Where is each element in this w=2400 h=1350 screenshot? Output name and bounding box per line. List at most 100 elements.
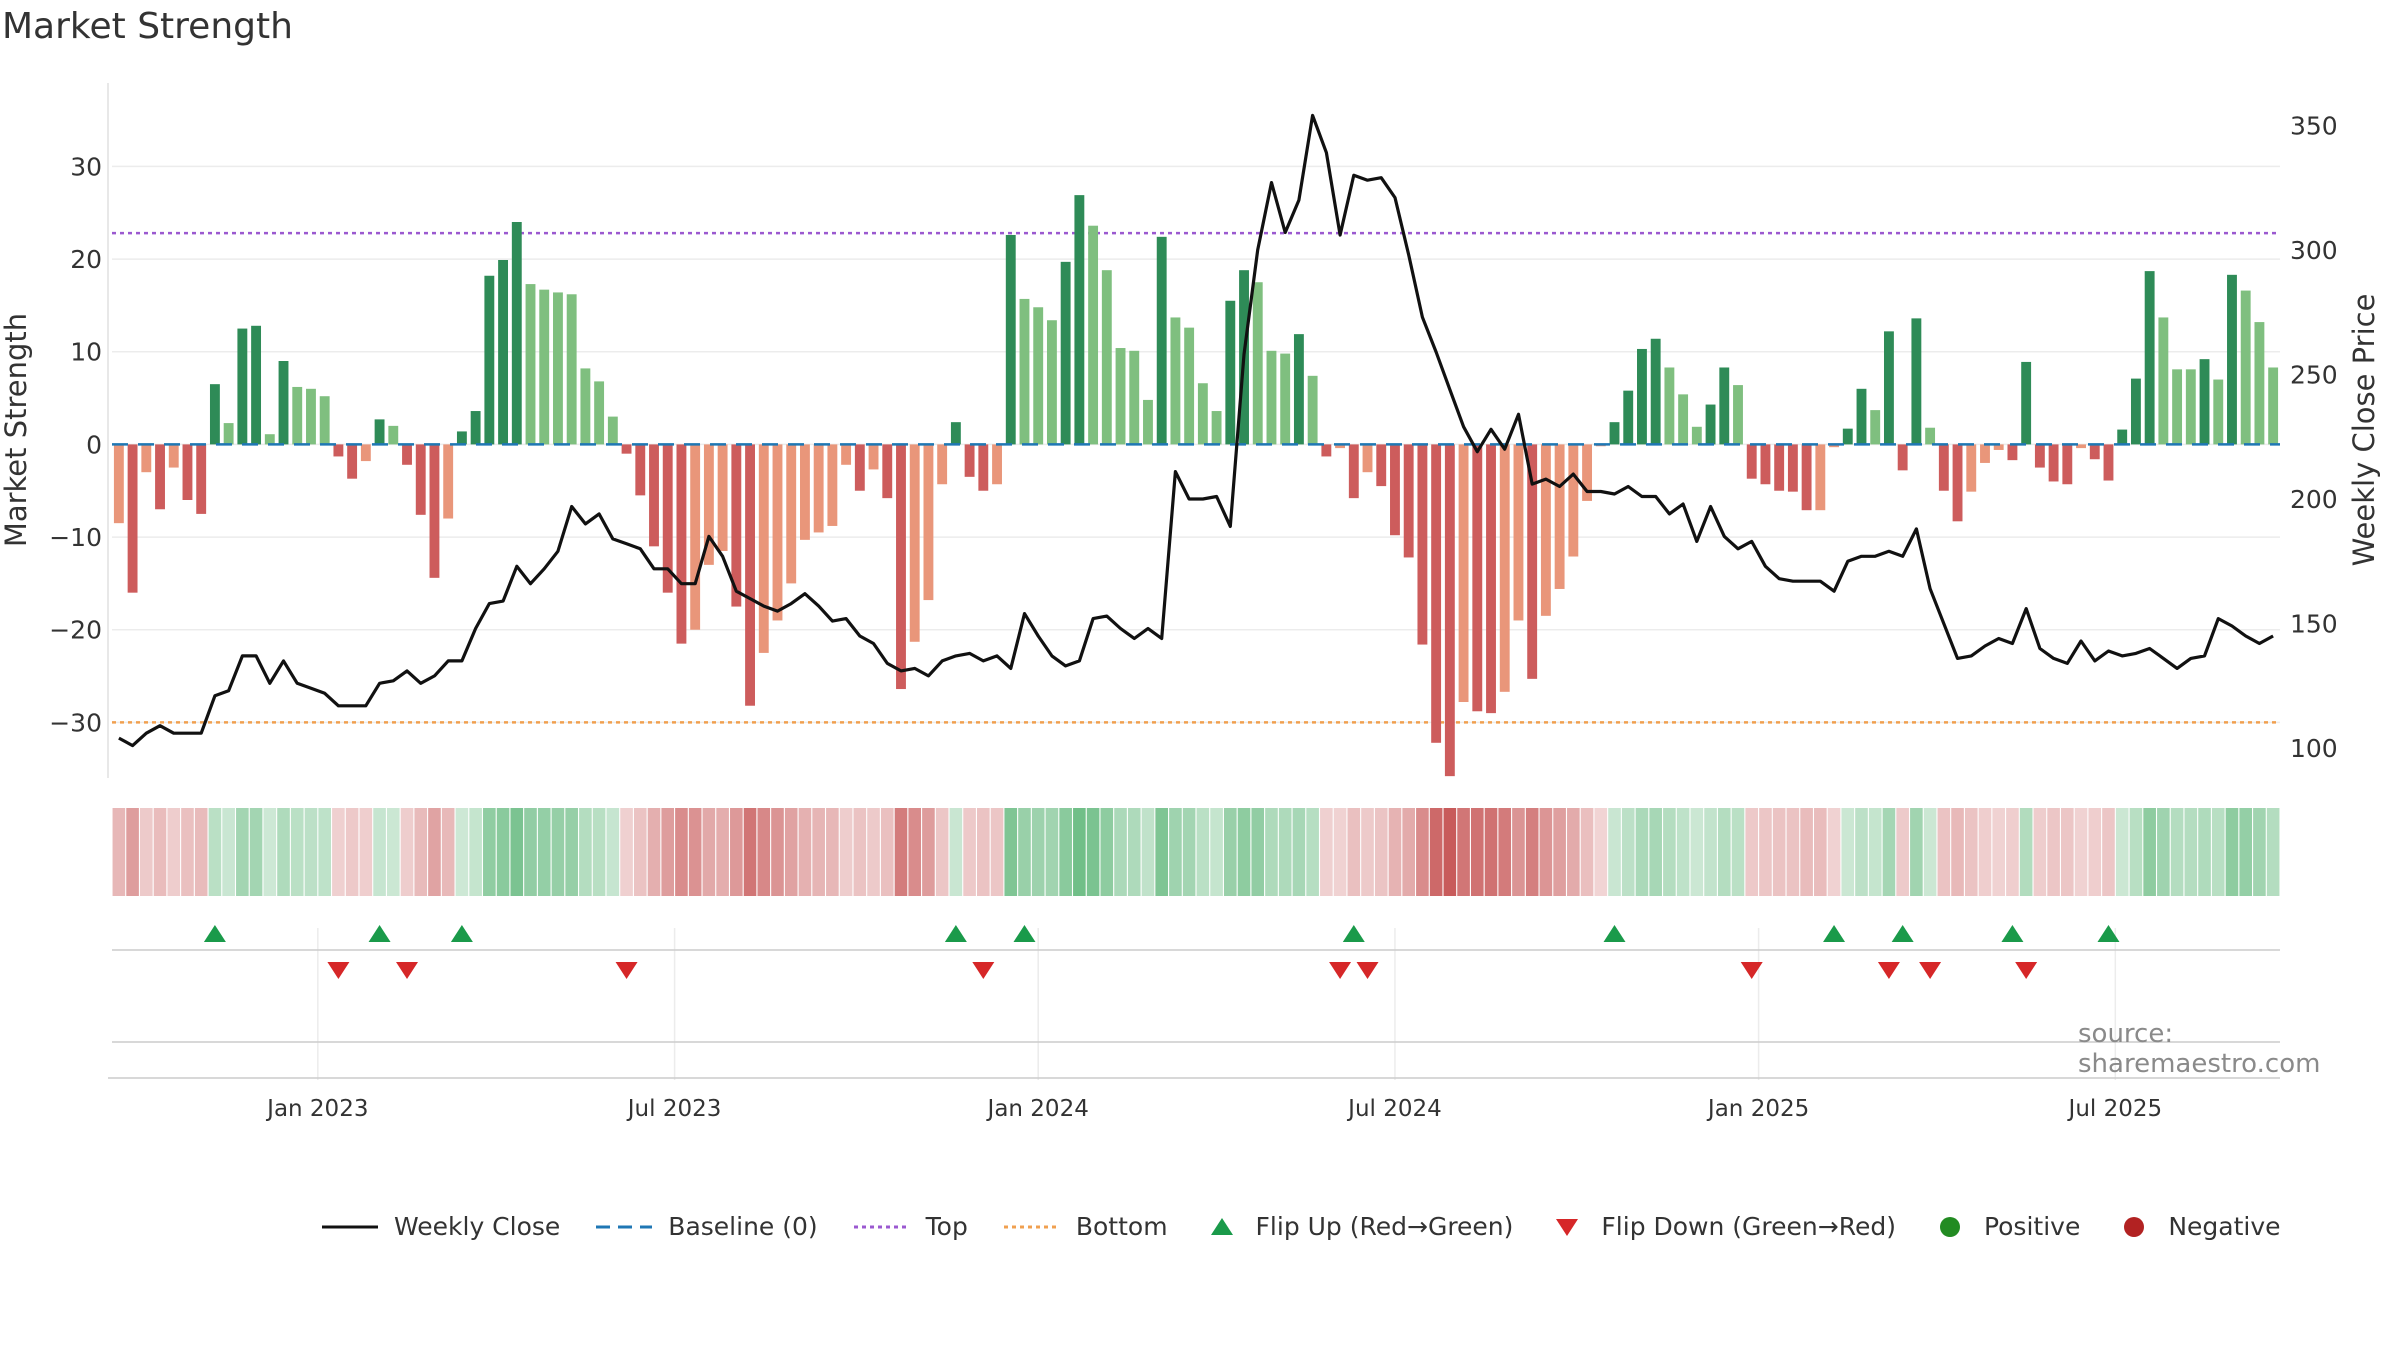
flip-down-marker <box>615 962 638 979</box>
strength-bar <box>1156 236 1167 445</box>
strip-cell <box>798 808 812 896</box>
strength-bar <box>1664 367 1675 445</box>
baseline-swatch-icon <box>596 1225 653 1228</box>
strip-cell <box>2211 808 2225 896</box>
strength-bar <box>978 444 989 491</box>
strip-cell <box>290 808 304 896</box>
flip-up-marker <box>1013 925 1036 942</box>
strength-bar <box>1458 444 1469 703</box>
strip-cell <box>1182 808 1196 896</box>
strip-cell <box>620 808 633 896</box>
strength-bar <box>594 381 605 445</box>
flip-up-marker <box>1823 925 1846 942</box>
strength-bar <box>1842 428 1853 445</box>
strength-bar <box>703 444 714 565</box>
strip-cell <box>743 808 757 896</box>
bottom-swatch-icon <box>1003 1225 1060 1228</box>
strip-cell <box>922 808 935 896</box>
strength-bar <box>1115 348 1126 445</box>
strip-cell <box>1361 808 1374 896</box>
strip-cell <box>1045 808 1059 896</box>
strip-cell <box>2170 808 2184 896</box>
legend-negative[interactable]: Negative <box>2114 1212 2281 1241</box>
strength-bar <box>1609 422 1620 445</box>
strength-bar <box>2130 378 2141 445</box>
strength-bar <box>402 444 412 465</box>
strip-cell <box>1745 808 1759 896</box>
strength-bar <box>1897 444 1908 471</box>
strength-bar <box>498 259 509 445</box>
strength-bar <box>347 444 358 479</box>
strength-bar <box>964 444 975 477</box>
legend-baseline[interactable]: Baseline (0) <box>594 1212 818 1241</box>
strength-bar <box>827 444 838 526</box>
x-tick-label: Jan 2023 <box>265 1096 368 1122</box>
strip-cell <box>1155 808 1169 896</box>
y-axis-label: Market Strength <box>0 313 33 547</box>
strength-bar <box>1129 350 1140 445</box>
strip-cell <box>880 808 894 896</box>
strip-cell <box>332 808 345 896</box>
strip-cell <box>2129 808 2143 896</box>
strength-bar <box>2199 359 2210 445</box>
strength-bar <box>223 423 234 445</box>
legend-weekly-close-label: Weekly Close <box>394 1212 561 1241</box>
legend-bottom[interactable]: Bottom <box>1002 1212 1168 1241</box>
legend-flip-down[interactable]: Flip Down (Green→Red) <box>1547 1212 1896 1241</box>
legend-flip-up[interactable]: Flip Up (Red→Green) <box>1202 1212 1513 1241</box>
x-tick-label: Jul 2024 <box>1346 1096 1442 1122</box>
legend-top[interactable]: Top <box>852 1212 968 1241</box>
flip-down-marker <box>972 962 995 979</box>
strip-cell <box>1429 808 1443 896</box>
strength-bar <box>621 444 632 454</box>
strength-bar <box>1252 282 1263 445</box>
strength-bar <box>950 422 961 445</box>
strip-cell <box>990 808 1004 896</box>
negative-dot-icon <box>2124 1216 2145 1237</box>
strip-cell <box>551 808 565 896</box>
strip-cell <box>565 808 578 896</box>
flip-down-marker <box>2015 962 2038 979</box>
strength-bars <box>112 195 2280 777</box>
strip-cell <box>1470 808 1484 896</box>
strength-bar <box>1540 444 1551 616</box>
x-tick-label: Jul 2025 <box>2067 1096 2163 1122</box>
strip-cell <box>1100 808 1114 896</box>
strip-cell <box>1223 808 1237 896</box>
strip-cell <box>153 808 167 896</box>
strip-cell <box>1964 808 1978 896</box>
strength-bar <box>896 444 906 690</box>
strip-cell <box>2047 808 2060 896</box>
legend-weekly-close[interactable]: Weekly Close <box>320 1212 560 1241</box>
strength-bar <box>374 419 385 445</box>
strip-cell <box>1896 808 1909 896</box>
legend-positive[interactable]: Positive <box>1930 1212 2080 1241</box>
strip-cell <box>1251 808 1265 896</box>
flip-down-triangle-icon <box>1556 1218 1579 1236</box>
strength-bar <box>1170 317 1181 445</box>
flip-down-marker <box>1877 962 1900 979</box>
strip-cell <box>2019 808 2033 896</box>
legend: Weekly Close Baseline (0) Top Bottom Fli… <box>0 1212 2400 1252</box>
strength-bar <box>2076 444 2086 449</box>
strip-cell <box>441 808 455 896</box>
strip-cell <box>894 808 908 896</box>
strength-bar <box>415 444 426 515</box>
strength-bar <box>635 444 646 496</box>
strip-cell <box>949 808 963 896</box>
strength-bar <box>1952 444 1963 522</box>
strip-cell <box>1320 808 1333 896</box>
strip-cell <box>167 808 181 896</box>
strength-bar <box>2021 361 2032 445</box>
strength-heat-strip <box>112 808 2280 896</box>
strip-cell <box>1278 808 1292 896</box>
strength-bar <box>1362 444 1373 473</box>
strength-bar <box>1705 404 1716 445</box>
strip-cell <box>2184 808 2198 896</box>
strip-cell <box>483 808 496 896</box>
strength-bar <box>1033 307 1044 445</box>
strip-cell <box>1567 808 1580 896</box>
strip-cell <box>1855 808 1868 896</box>
strength-bar <box>1829 444 1839 448</box>
strip-cell <box>1621 808 1635 896</box>
